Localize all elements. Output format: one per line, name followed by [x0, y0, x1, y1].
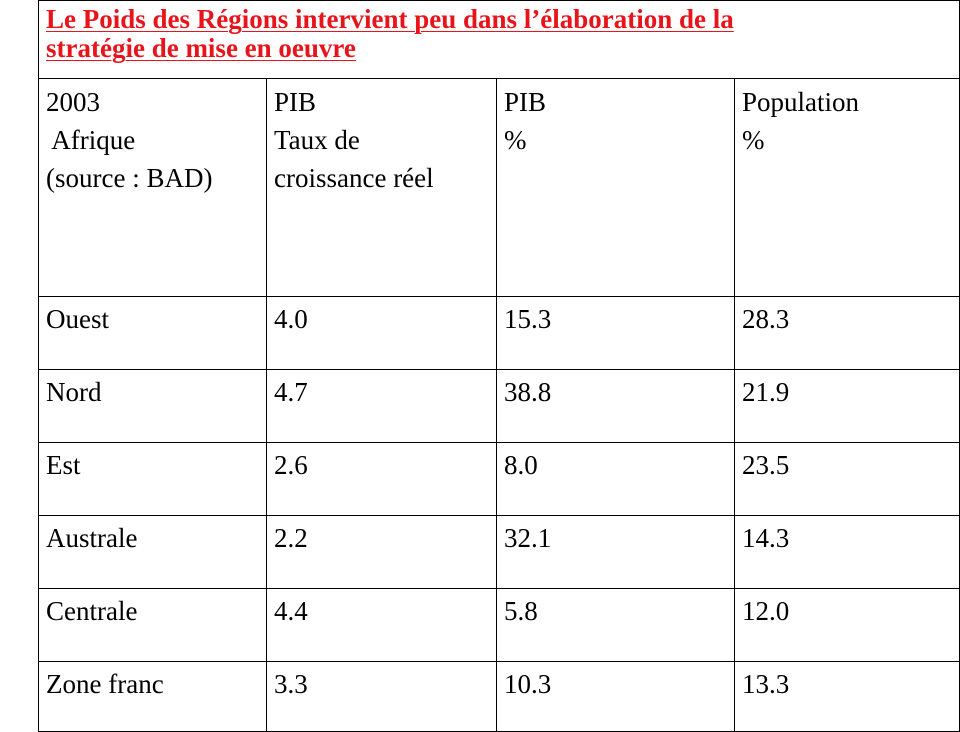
cell-region: Zone franc [38, 661, 267, 732]
table-row: Centrale 4.4 5.8 12.0 [38, 588, 960, 662]
cell-region: Centrale [38, 588, 267, 662]
regions-table: Le Poids des Régions intervient peu dans… [37, 0, 960, 732]
table-row: Zone franc 3.3 10.3 13.3 [38, 661, 960, 732]
header-text: croissance réel [274, 163, 434, 193]
cell-growth: 4.7 [266, 369, 497, 443]
header-text: PIB [274, 87, 317, 117]
table-title: Le Poids des Régions intervient peu dans… [37, 0, 960, 79]
cell-gdp-share: 32.1 [496, 515, 735, 589]
header-text: Afrique [46, 125, 136, 155]
header-cell-region: 2003 Afrique (source : BAD) [38, 78, 267, 297]
cell-growth: 4.0 [266, 296, 497, 370]
header-cell-population-share: Population % [733, 78, 960, 297]
table-row: Ouest 4.0 15.3 28.3 [38, 296, 960, 370]
cell-growth: 2.6 [266, 442, 497, 516]
cell-gdp-share: 8.0 [496, 442, 735, 516]
cell-growth: 4.4 [266, 588, 497, 662]
cell-gdp-share: 10.3 [496, 661, 735, 732]
cell-population-share: 21.9 [733, 369, 960, 443]
cell-gdp-share: 15.3 [496, 296, 735, 370]
cell-population-share: 13.3 [733, 661, 960, 732]
header-cell-growth: PIB Taux de croissance réel [266, 78, 497, 297]
cell-population-share: 12.0 [733, 588, 960, 662]
cell-region: Est [38, 442, 267, 516]
cell-population-share: 23.5 [733, 442, 960, 516]
table-row: Australe 2.2 32.1 14.3 [38, 515, 960, 589]
cell-growth: 2.2 [266, 515, 497, 589]
cell-population-share: 14.3 [733, 515, 960, 589]
header-text: PIB [504, 87, 547, 117]
table-row: Est 2.6 8.0 23.5 [38, 442, 960, 516]
title-row: Le Poids des Régions intervient peu dans… [37, 0, 960, 79]
header-text: Population [742, 87, 860, 117]
header-cell-gdp-share: PIB % [496, 78, 735, 297]
cell-region: Australe [38, 515, 267, 589]
cell-growth: 3.3 [266, 661, 497, 732]
cell-region: Nord [38, 369, 267, 443]
header-text: Taux de [274, 125, 360, 155]
table-row: Nord 4.7 38.8 21.9 [38, 369, 960, 443]
title-line-2: stratégie de mise en oeuvre [46, 33, 356, 63]
cell-gdp-share: 5.8 [496, 588, 735, 662]
header-text: (source : BAD) [46, 163, 213, 193]
header-text: 2003 [46, 87, 100, 117]
header-row: 2003 Afrique (source : BAD) PIB Taux de … [38, 78, 960, 297]
title-line-1: Le Poids des Régions intervient peu dans… [46, 4, 734, 34]
cell-gdp-share: 38.8 [496, 369, 735, 443]
cell-population-share: 28.3 [733, 296, 960, 370]
header-text: % [504, 125, 527, 155]
header-text: % [742, 125, 765, 155]
cell-region: Ouest [38, 296, 267, 370]
